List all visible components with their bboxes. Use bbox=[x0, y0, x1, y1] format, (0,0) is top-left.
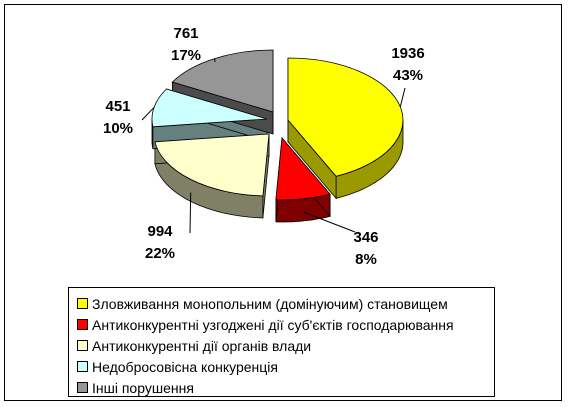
data-label-percent-3: 10% bbox=[103, 120, 133, 137]
leader-line-3 bbox=[141, 106, 155, 121]
legend-swatch-2 bbox=[77, 340, 88, 351]
pie-slice-1 bbox=[275, 137, 331, 201]
legend-label-0: Зловживання монопольним (домінуючим) ста… bbox=[92, 295, 448, 312]
data-label-percent-1: 8% bbox=[355, 251, 377, 268]
leader-line-0 bbox=[399, 87, 406, 107]
data-label-value-4: 761 bbox=[173, 25, 198, 42]
data-label-value-3: 451 bbox=[105, 98, 130, 115]
legend: Зловживання монопольним (домінуючим) ста… bbox=[68, 287, 495, 397]
data-label-value-2: 994 bbox=[147, 223, 173, 240]
legend-swatch-0 bbox=[77, 298, 88, 309]
legend-item-3: Недобросовісна конкуренція bbox=[77, 356, 494, 377]
pie-slice-3 bbox=[151, 88, 268, 128]
legend-item-2: Антиконкурентні дії органів влади bbox=[77, 335, 494, 356]
legend-label-4: Інші порушення bbox=[92, 379, 194, 396]
legend-item-1: Антиконкурентні узгоджені дії суб'єктів … bbox=[77, 314, 494, 335]
legend-item-0: Зловживання монопольним (домінуючим) ста… bbox=[77, 293, 494, 314]
leader-line-1 bbox=[303, 211, 356, 233]
legend-label-3: Недобросовісна конкуренція bbox=[92, 358, 278, 375]
legend-label-1: Антиконкурентні узгоджені дії суб'єктів … bbox=[92, 316, 454, 333]
legend-swatch-3 bbox=[77, 361, 88, 372]
legend-item-4: Інші порушення bbox=[77, 377, 494, 398]
pie-chart: 1936 43% 346 8% 994 22% 451 10% 761 17% bbox=[103, 25, 425, 268]
legend-swatch-4 bbox=[77, 382, 88, 393]
data-label-percent-4: 17% bbox=[171, 47, 201, 64]
data-label-value-1: 346 bbox=[353, 229, 378, 246]
data-label-percent-0: 43% bbox=[393, 67, 423, 84]
pie-slice-0 bbox=[287, 57, 404, 177]
data-label-percent-2: 22% bbox=[145, 245, 175, 262]
legend-label-2: Антиконкурентні дії органів влади bbox=[92, 337, 312, 354]
leader-line-2 bbox=[189, 192, 192, 234]
pie-slice-2 bbox=[154, 133, 270, 197]
data-label-value-0: 1936 bbox=[391, 45, 424, 62]
legend-swatch-1 bbox=[77, 319, 88, 330]
